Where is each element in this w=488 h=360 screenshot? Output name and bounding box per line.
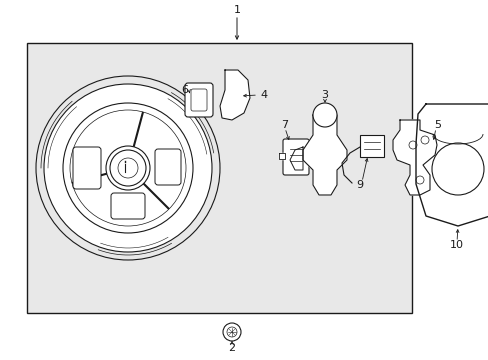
FancyBboxPatch shape (283, 139, 308, 175)
Text: 1: 1 (233, 5, 240, 15)
FancyBboxPatch shape (184, 83, 213, 117)
Text: 9: 9 (356, 180, 363, 190)
Text: 3: 3 (321, 90, 328, 100)
Polygon shape (303, 115, 346, 195)
Circle shape (312, 103, 336, 127)
Text: 5: 5 (434, 120, 441, 130)
FancyBboxPatch shape (73, 147, 101, 189)
Text: 2: 2 (228, 343, 235, 353)
Circle shape (415, 176, 423, 184)
Circle shape (408, 141, 416, 149)
Circle shape (223, 323, 241, 341)
Circle shape (118, 158, 138, 178)
Text: 6: 6 (181, 85, 188, 95)
Polygon shape (279, 153, 285, 159)
Polygon shape (289, 147, 303, 170)
Circle shape (431, 143, 483, 195)
Circle shape (110, 150, 146, 186)
Text: 10: 10 (449, 240, 463, 250)
FancyBboxPatch shape (111, 193, 145, 219)
FancyBboxPatch shape (191, 89, 206, 111)
Circle shape (44, 84, 212, 252)
Circle shape (420, 136, 428, 144)
Circle shape (63, 103, 193, 233)
Bar (27, 43, 411, 313)
Polygon shape (392, 120, 436, 195)
FancyBboxPatch shape (359, 135, 383, 157)
FancyBboxPatch shape (155, 149, 181, 185)
Text: 4: 4 (260, 90, 267, 100)
Circle shape (106, 146, 150, 190)
Polygon shape (220, 70, 249, 120)
Polygon shape (415, 104, 488, 226)
Circle shape (70, 110, 185, 226)
Text: 7: 7 (281, 120, 288, 130)
Circle shape (226, 327, 237, 337)
Circle shape (36, 76, 220, 260)
